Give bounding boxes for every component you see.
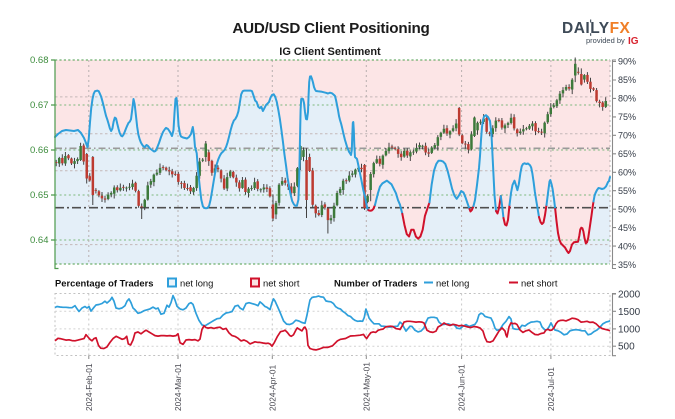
svg-text:35%: 35% [618, 260, 636, 270]
svg-text:80%: 80% [618, 94, 636, 104]
svg-text:2024-Feb-01: 2024-Feb-01 [84, 363, 94, 411]
svg-text:1500: 1500 [618, 307, 641, 318]
svg-text:provided by: provided by [586, 36, 625, 45]
svg-text:1000: 1000 [618, 324, 641, 335]
svg-text:2024-Apr-01: 2024-Apr-01 [267, 364, 277, 411]
svg-text:IG: IG [628, 36, 639, 47]
svg-text:2024-Mar-01: 2024-Mar-01 [173, 363, 183, 411]
svg-text:AUD/USD Client Positioning: AUD/USD Client Positioning [232, 20, 429, 37]
svg-text:0.64: 0.64 [30, 235, 49, 246]
svg-text:50%: 50% [618, 204, 636, 214]
svg-text:2024-May-01: 2024-May-01 [361, 362, 371, 411]
svg-text:2000: 2000 [618, 290, 641, 301]
svg-text:net long: net long [180, 278, 213, 289]
svg-text:2024-Jun-01: 2024-Jun-01 [457, 364, 467, 411]
svg-text:45%: 45% [618, 223, 636, 233]
svg-text:net long: net long [436, 278, 469, 289]
svg-text:40%: 40% [618, 241, 636, 251]
svg-text:70%: 70% [618, 131, 636, 141]
svg-text:net short: net short [521, 278, 558, 289]
svg-text:65%: 65% [618, 149, 636, 159]
svg-text:DAILYFX: DAILYFX [562, 20, 631, 37]
svg-text:0.66: 0.66 [30, 145, 49, 156]
svg-text:75%: 75% [618, 112, 636, 122]
svg-text:0.68: 0.68 [30, 55, 49, 66]
svg-text:0.67: 0.67 [30, 100, 49, 111]
svg-text:85%: 85% [618, 75, 636, 85]
svg-text:60%: 60% [618, 168, 636, 178]
svg-text:2024-Jul-01: 2024-Jul-01 [546, 367, 556, 411]
svg-text:500: 500 [618, 342, 635, 353]
svg-text:55%: 55% [618, 186, 636, 196]
svg-text:0.65: 0.65 [30, 190, 49, 201]
svg-text:Number of Traders: Number of Traders [334, 278, 417, 289]
svg-text:IG Client Sentiment: IG Client Sentiment [279, 46, 381, 58]
svg-text:Percentage of Traders: Percentage of Traders [55, 278, 153, 289]
svg-text:net short: net short [263, 278, 300, 289]
svg-text:90%: 90% [618, 57, 636, 67]
